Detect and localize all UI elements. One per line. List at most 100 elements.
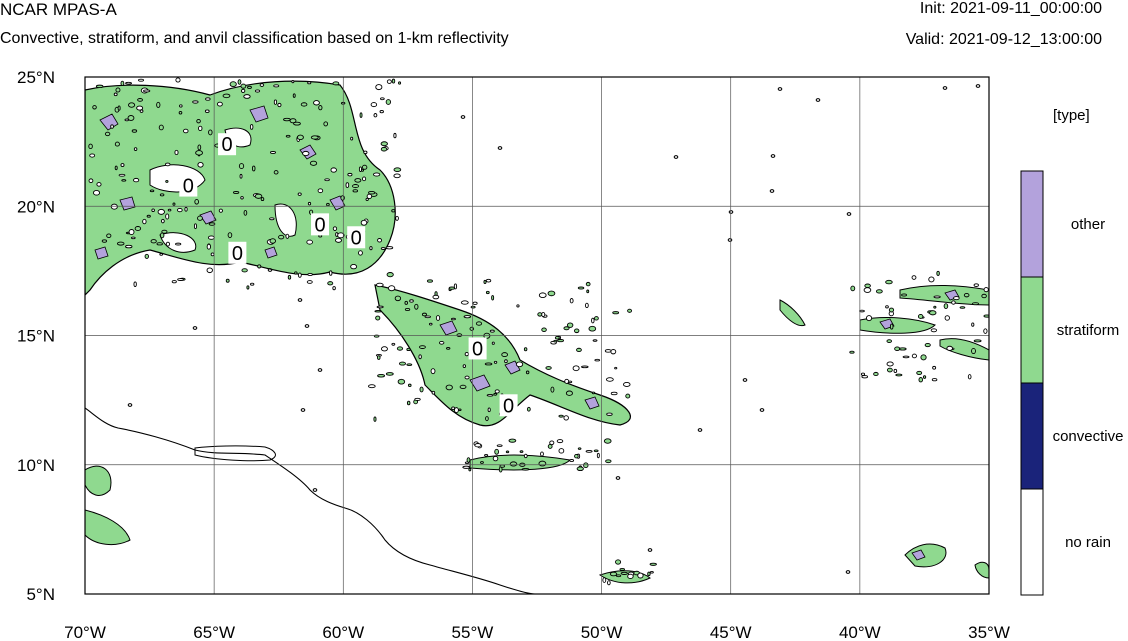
contour-speck [347, 172, 353, 177]
contour-speck [553, 339, 558, 343]
contour-speck [285, 233, 290, 239]
contour-speck [377, 355, 381, 360]
contour-speck [406, 363, 413, 366]
contour-speck [864, 283, 871, 288]
contour-speck [931, 378, 938, 382]
contour-speck [556, 439, 564, 444]
contour-speck [967, 374, 972, 380]
contour-speck [285, 134, 291, 138]
legend-swatch [1020, 276, 1044, 384]
contour-speck [625, 393, 631, 399]
contour-speck [605, 377, 614, 382]
contour-speck [297, 272, 302, 278]
contour-speck [538, 460, 547, 467]
contour-speck [332, 226, 338, 231]
contour-speck [368, 190, 376, 195]
contour-speck [537, 312, 543, 317]
contour-speck [385, 372, 394, 376]
contour-speck [198, 125, 203, 132]
contour-speck [873, 371, 879, 377]
contour-speck [133, 147, 138, 151]
contour-speck [125, 244, 133, 249]
contour-speck [358, 166, 362, 172]
contour-speck [175, 242, 182, 246]
lon-tick-label: 70°W [64, 623, 106, 641]
contour-speck [885, 305, 889, 309]
contour-speck [464, 351, 469, 357]
contour-speck [637, 572, 644, 579]
contour-speck [470, 305, 476, 309]
contour-speck [943, 303, 949, 310]
contour-speck [273, 99, 278, 105]
contour-speck [269, 217, 275, 221]
contour-speck [435, 315, 441, 321]
contour-speck [615, 559, 622, 565]
contour-speck [875, 289, 883, 294]
contour-speck [485, 416, 489, 422]
contour-zero-label: 0 [183, 176, 194, 198]
longitude-labels: 70°W 65°W 60°W 55°W 50°W 45°W 40°W 35°W [64, 623, 1010, 641]
contour-speck [928, 276, 935, 283]
contour-speck [373, 113, 378, 118]
contour-speck [933, 305, 937, 309]
contour-speck [564, 378, 570, 384]
contour-speck [885, 279, 893, 285]
contour-speck [777, 87, 783, 91]
contour-speck [936, 270, 940, 276]
contour-speck [96, 182, 102, 187]
contour-speck [585, 281, 591, 287]
contour-speck [240, 88, 246, 94]
contour-speck [576, 466, 584, 472]
contour-speck [167, 208, 172, 212]
contour-speck [142, 218, 147, 225]
contour-speck [101, 239, 108, 243]
contour-speck [120, 163, 125, 167]
contour-speck [380, 146, 388, 152]
contour-speck [350, 136, 354, 141]
contour-speck [183, 128, 189, 134]
valid-time: Valid: 2021-09-12_13:00:00 [905, 31, 1102, 48]
contour-speck [193, 223, 197, 230]
contour-speck [373, 172, 381, 177]
contour-speck [942, 86, 948, 90]
contour-speck [574, 328, 580, 334]
contour-speck [157, 208, 165, 215]
contour-speck [330, 167, 337, 173]
map-description: Convective, stratiform, and anvil classi… [0, 30, 509, 47]
contour-speck [953, 296, 960, 301]
contour-speck [574, 454, 579, 459]
contour-speck [446, 347, 451, 350]
contour-speck [576, 347, 582, 353]
contour-speck [419, 345, 426, 349]
contour-speck [218, 208, 223, 213]
contour-speck [603, 438, 612, 444]
lat-tick-label: 25°N [17, 68, 55, 87]
contour-speck [206, 267, 213, 274]
contour-speck [865, 315, 873, 322]
contour-speck [350, 264, 358, 270]
contour-speck [332, 81, 340, 86]
contour-speck [184, 206, 188, 212]
contour-zero-label: 0 [351, 227, 362, 249]
contour-speck [164, 162, 171, 167]
contour-speck [307, 81, 312, 85]
contour-speck [398, 361, 406, 366]
contour-speck [174, 149, 179, 156]
contour-speck [550, 386, 555, 393]
contour-speck [886, 339, 892, 343]
contour-speck [143, 89, 151, 93]
contour-speck [127, 115, 135, 121]
contour-speck [492, 455, 499, 462]
contour-speck [769, 189, 775, 193]
contour-speck [380, 247, 386, 250]
contour-speck [888, 307, 895, 313]
lon-tick-label: 35°W [968, 623, 1010, 641]
contour-speck [377, 373, 386, 378]
rain-mass-northwest-holes [149, 127, 297, 253]
contour-speck [104, 131, 111, 137]
contour-speck [366, 193, 373, 199]
contour-speck [946, 345, 953, 351]
contour-speck [369, 246, 373, 251]
contour-speck [165, 179, 169, 183]
contour-speck [225, 278, 230, 283]
